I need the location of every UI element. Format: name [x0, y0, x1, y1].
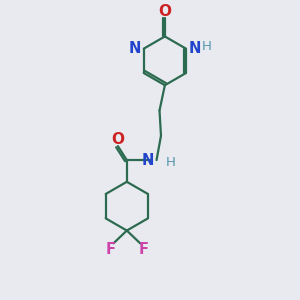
Text: F: F [138, 242, 148, 257]
Text: N: N [129, 41, 141, 56]
Text: O: O [111, 132, 124, 147]
Text: N: N [142, 153, 154, 168]
Text: H: H [166, 156, 176, 169]
Text: O: O [158, 4, 171, 19]
Text: H: H [201, 40, 211, 53]
Text: F: F [106, 242, 116, 257]
Text: N: N [188, 41, 201, 56]
